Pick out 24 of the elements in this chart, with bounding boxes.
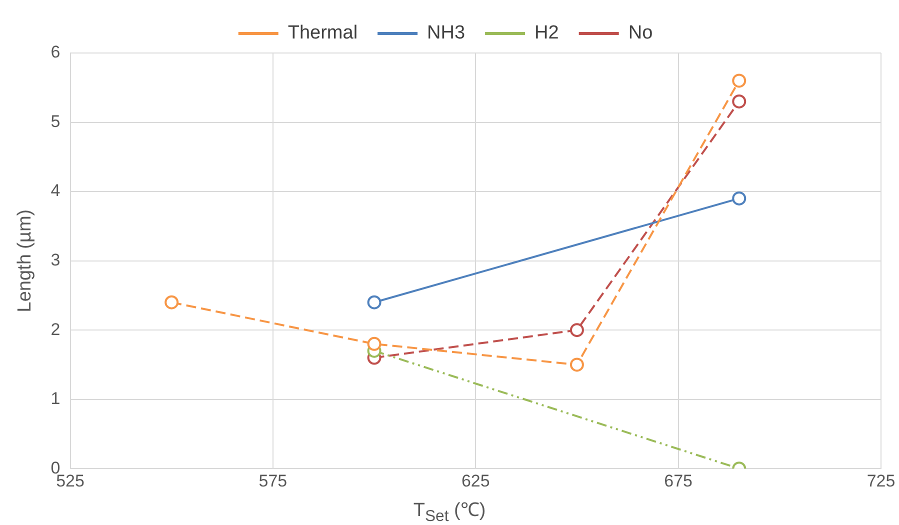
x-tick-label: 675 bbox=[664, 471, 692, 490]
point bbox=[570, 323, 584, 338]
legend-label: NH3 bbox=[427, 22, 466, 44]
legend-label: No bbox=[628, 22, 653, 44]
y-tick-label: 2 bbox=[50, 320, 60, 339]
y-tick-label: 5 bbox=[50, 112, 60, 131]
y-tick-label: 4 bbox=[50, 181, 60, 200]
legend-label: H2 bbox=[534, 22, 559, 44]
point bbox=[367, 295, 382, 310]
y-tick-label: 6 bbox=[50, 42, 60, 62]
x-tick-label: 625 bbox=[461, 471, 490, 490]
point bbox=[732, 74, 746, 88]
point bbox=[570, 358, 584, 372]
legend-label: Thermal bbox=[288, 22, 358, 44]
y-tick-label: 1 bbox=[50, 389, 60, 408]
point bbox=[732, 191, 746, 206]
point bbox=[732, 94, 746, 108]
x-tick-label: 575 bbox=[258, 471, 288, 490]
y-tick-label: 3 bbox=[50, 250, 60, 270]
x-axis-title: T$_{Set}$ (℃) bbox=[412, 499, 487, 525]
y-axis-title: Length (µm) bbox=[14, 209, 36, 312]
x-tick-label: 725 bbox=[866, 471, 896, 490]
point bbox=[164, 295, 179, 310]
point bbox=[367, 336, 382, 351]
